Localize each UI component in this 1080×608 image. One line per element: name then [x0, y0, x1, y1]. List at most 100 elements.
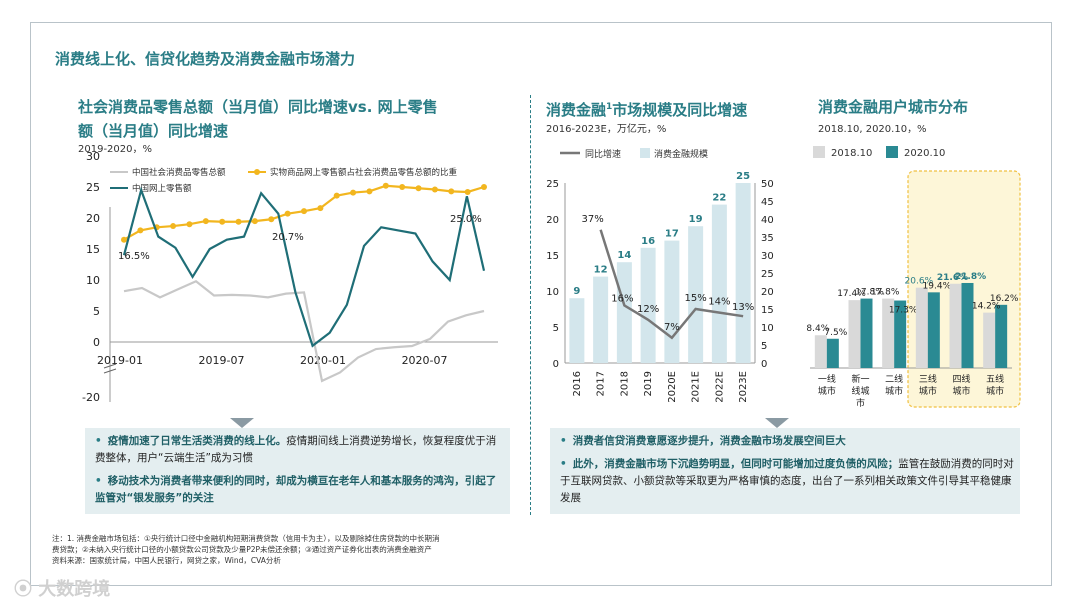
x-tick-label: 2020E: [667, 371, 678, 403]
growth-label: 12%: [637, 304, 659, 315]
legend-label-2018: 2018.10: [831, 148, 872, 159]
share-marker: [333, 192, 340, 199]
x-tick-label: 市: [856, 397, 865, 409]
axis-break-mark: [103, 363, 117, 374]
y-right-tick-label: 30: [761, 251, 774, 262]
bar-2018: [814, 335, 827, 368]
share-marker: [431, 186, 438, 193]
share-marker: [251, 218, 258, 225]
share-marker: [317, 205, 324, 212]
chart1-line-chart: 中国社会消费品零售总额 实物商品网上零售额占社会消费品零售总额的比重中国网上零售额…: [82, 152, 498, 404]
chart1-title-line2: 额（当月值）同比增速: [78, 122, 229, 140]
x-tick-label: 城市: [885, 385, 903, 397]
takeaway-box-left: [85, 428, 510, 514]
share-marker: [186, 221, 193, 228]
x-tick-label: 2019: [643, 371, 654, 396]
growth-label: 7%: [664, 322, 680, 333]
bar-2020: [961, 282, 974, 368]
share-marker: [268, 216, 275, 223]
x-tick-label: 2020-07: [402, 354, 448, 367]
y-right-tick-label: 40: [761, 215, 774, 226]
label-2020: 19.4%: [923, 281, 952, 291]
slide-frame: [30, 22, 1052, 586]
share-marker: [301, 208, 307, 215]
growth-label: 16%: [611, 293, 633, 304]
y-tick-label: -20: [82, 391, 100, 404]
series-line-2: [122, 186, 486, 348]
x-tick-label: 城市: [952, 385, 970, 397]
growth-label: 37%: [582, 214, 604, 225]
x-tick-label: 城市: [986, 385, 1004, 397]
y-right-tick-label: 35: [761, 233, 774, 244]
note-line-1: 注：1. 消费金融市场包括：①央行统计口径中金融机构短期消费贷款（信用卡为主），…: [52, 534, 440, 543]
y-right-tick-label: 45: [761, 197, 774, 208]
x-tick-label: 2019-01: [97, 354, 143, 367]
x-tick-label: 2018: [619, 371, 630, 396]
watermark-logo: ⦿ 大数跨境: [14, 579, 111, 600]
takeaway-right-1: • 消费者信贷消费意愿逐步提升，消费金融市场发展空间巨大: [560, 435, 846, 447]
bar-value-label: 14: [617, 250, 631, 261]
bar-market-size: [735, 183, 751, 363]
x-tick-label: 二线: [885, 373, 903, 385]
share-marker: [415, 185, 422, 192]
legend-label-share: 实物商品网上零售额占社会消费品零售总额的比重: [270, 167, 458, 178]
share-marker: [464, 188, 471, 195]
label-2018: 14.2%: [972, 302, 1001, 312]
annotation-end: 25.0%: [450, 214, 482, 225]
y-right-tick-label: 0: [761, 359, 767, 370]
chart3-bar-chart: 2018.10 2020.108.4%7.5%一线城市17.4%17.8%新一线城…: [806, 146, 1021, 409]
growth-line: [599, 229, 744, 340]
share-marker: [481, 184, 487, 190]
y-left-tick-label: 15: [546, 251, 559, 262]
x-tick-label: 一线: [818, 373, 836, 385]
bar-market-size: [711, 204, 727, 363]
chart2-title: 消费金融1市场规模及同比增速: [546, 101, 748, 119]
y-right-tick-label: 5: [761, 341, 767, 352]
bar-2020: [826, 338, 839, 368]
share-marker: [284, 210, 291, 217]
bar-2020: [995, 304, 1008, 368]
legend-label-2020: 2020.10: [904, 148, 945, 159]
y-tick-label: 30: [86, 152, 100, 163]
bar-value-label: 16: [641, 236, 655, 247]
panel-divider: [530, 95, 531, 515]
label-2020: 16.2%: [990, 294, 1019, 304]
chart1-title-line1: 社会消费品零售总额（当月值）同比增速vs. 网上零售: [78, 98, 438, 116]
x-tick-label: 线城: [851, 385, 869, 397]
x-tick-label: 新一: [851, 373, 869, 385]
annotation-start: 16.5%: [118, 251, 150, 262]
bar-2018: [848, 300, 861, 368]
bar-2018: [915, 287, 928, 368]
x-tick-label: 五线: [986, 373, 1004, 385]
y-left-tick-label: 0: [553, 359, 559, 370]
x-tick-label: 2021E: [691, 371, 702, 403]
growth-label: 15%: [685, 293, 707, 304]
label-2018: 21.6%: [937, 273, 968, 283]
share-marker: [366, 188, 373, 195]
bar-market-size: [616, 262, 632, 363]
label-2018: 8.4%: [806, 324, 829, 334]
x-tick-label: 2016: [572, 371, 583, 396]
legend-label-growth: 同比增速: [585, 148, 621, 160]
label-2020: 21.8%: [955, 272, 986, 282]
bar-market-size: [664, 240, 680, 363]
bar-2020: [860, 298, 873, 368]
share-marker: [121, 236, 127, 243]
note-source: 资料来源：国家统计局，中国人民银行，网贷之家，Wind，CVA分析: [52, 556, 281, 565]
label-2018: 20.6%: [905, 277, 934, 287]
share-marker: [350, 189, 357, 196]
y-right-tick-label: 25: [761, 269, 774, 280]
bar-market-size: [640, 247, 656, 363]
chart2-bar-chart: 同比增速 消费金融规模252015105050454035302520151050…: [546, 148, 774, 403]
bar-2018: [882, 298, 895, 368]
bar-value-label: 9: [573, 286, 580, 297]
x-tick-label: 三线: [919, 373, 937, 385]
bar-market-size: [593, 276, 609, 363]
takeaway-box-right: [550, 428, 1020, 514]
y-left-tick-label: 20: [546, 215, 559, 226]
bar-value-label: 12: [594, 265, 608, 276]
chart1-subtitle: 2019-2020，%: [78, 144, 153, 155]
y-right-tick-label: 50: [761, 179, 774, 190]
label-2018: 17.8%: [871, 288, 900, 298]
chart3-subtitle: 2018.10, 2020.10，%: [818, 124, 927, 135]
